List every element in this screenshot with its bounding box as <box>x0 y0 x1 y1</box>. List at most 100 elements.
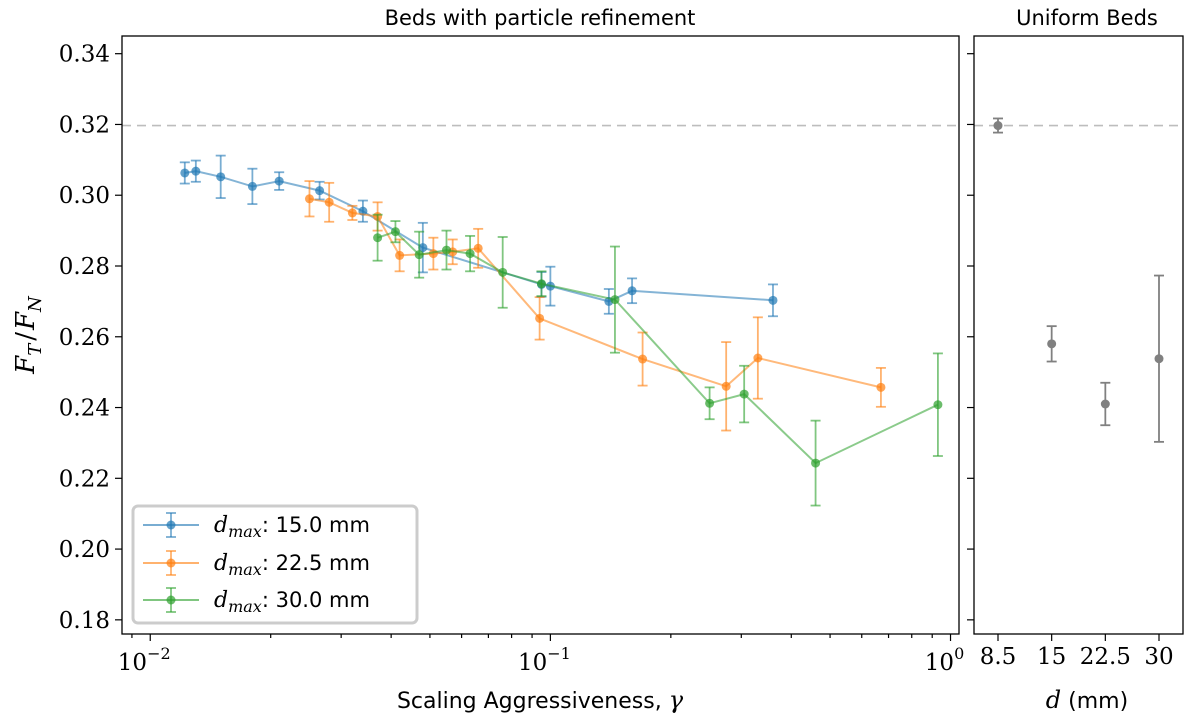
y-tick-label: 0.18 <box>59 608 110 634</box>
y-axis-label-slash: / <box>11 332 41 341</box>
series-d225 <box>304 180 886 432</box>
x-tick-base: 10 <box>518 650 547 676</box>
data-point <box>811 458 821 468</box>
data-point <box>247 181 257 191</box>
uniform-x-axis: 8.5 15 22.5 30 <box>980 634 1174 670</box>
x-tick-label: 10−1 <box>518 644 571 676</box>
series-line-d30 <box>377 230 939 465</box>
uniform-x-axis-symbol: d <box>1046 686 1061 714</box>
data-point <box>498 267 508 277</box>
data-point <box>876 382 886 392</box>
uniform-x-axis-text: (mm) <box>1061 689 1128 714</box>
uniform-plot-frame <box>973 35 1184 635</box>
legend-subscript: max <box>228 522 262 541</box>
data-point <box>373 233 383 243</box>
legend-entry-text: : 22.5 mm <box>262 551 370 575</box>
uniform-data-point <box>993 121 1003 131</box>
legend-entry-text: : 15.0 mm <box>262 513 370 537</box>
refinement-panel: Beds with particle refinement 0.180.200.… <box>11 6 964 714</box>
legend-entry-label: dmax: 30.0 mm <box>214 588 370 616</box>
legend-entry-label: dmax: 15.0 mm <box>214 513 370 541</box>
uniform-data-point <box>1100 399 1110 409</box>
data-point <box>721 381 731 391</box>
data-point <box>753 353 763 363</box>
data-point <box>216 172 226 182</box>
data-point <box>324 197 334 207</box>
data-point <box>441 245 451 255</box>
legend-symbol: d <box>214 551 228 576</box>
x-axis-label: Scaling Aggressiveness, γ <box>397 686 684 714</box>
y-axis-label-s2: N <box>25 295 46 313</box>
legend-entry-text: : 30.0 mm <box>262 588 370 612</box>
uniform-x-tick-label: 22.5 <box>1080 644 1131 670</box>
legend-entry-label: dmax: 22.5 mm <box>214 551 370 579</box>
data-point <box>610 295 620 305</box>
legend-symbol: d <box>214 513 228 538</box>
uniform-x-tick-label: 30 <box>1144 644 1173 670</box>
data-point <box>465 249 475 259</box>
data-point <box>536 279 546 289</box>
uniform-y-axis <box>967 53 974 621</box>
legend-box <box>131 504 419 625</box>
legend-key-marker <box>166 558 176 568</box>
data-point <box>347 208 357 218</box>
legend-key-marker <box>166 520 176 530</box>
legend-symbol: d <box>214 588 228 613</box>
y-tick-label: 0.32 <box>59 112 110 138</box>
uniform-x-axis-label: d (mm) <box>1046 686 1128 714</box>
uniform-panel: Uniform Beds 8.5 15 22.5 30 d (mm) <box>967 6 1184 714</box>
y-tick-label: 0.22 <box>59 466 110 492</box>
y-tick-label: 0.20 <box>59 537 110 563</box>
y-axis-label-f2: F <box>11 311 41 331</box>
x-axis-label-text: Scaling Aggressiveness, <box>397 689 669 714</box>
legend: dmax: 15.0 mm dmax: 22.5 mm dmax: 30.0 m… <box>131 504 419 625</box>
x-tick-label: 10−2 <box>118 644 171 676</box>
data-point <box>191 166 201 176</box>
data-point <box>390 227 400 237</box>
x-tick-label: 100 <box>925 644 964 676</box>
data-point <box>705 398 715 408</box>
x-tick-exponent: −1 <box>547 644 571 663</box>
x-tick-base: 10 <box>118 650 147 676</box>
uniform-points <box>993 117 1164 443</box>
data-point <box>395 250 405 260</box>
uniform-data-point <box>1154 354 1164 364</box>
y-axis-label-f1: F <box>11 355 41 375</box>
data-point <box>304 194 314 204</box>
data-point <box>933 400 943 410</box>
data-point <box>414 250 424 260</box>
legend-key-marker <box>166 595 176 605</box>
x-tick-exponent: −2 <box>147 644 171 663</box>
series-d15 <box>179 154 778 318</box>
x-axis-label-symbol: γ <box>669 686 684 714</box>
refinement-plot-frame <box>121 35 960 635</box>
x-tick-exponent: 0 <box>954 644 964 663</box>
y-tick-label: 0.28 <box>59 254 110 280</box>
y-tick-label: 0.30 <box>59 183 110 209</box>
y-axis: 0.18 0.20 0.22 0.24 0.26 0.28 0.30 0.32 0.34 <box>59 42 122 634</box>
data-point <box>739 389 749 399</box>
uniform-panel-title: Uniform Beds <box>1016 6 1158 30</box>
uniform-x-tick-label: 8.5 <box>980 644 1017 670</box>
refinement-panel-title: Beds with particle refinement <box>385 6 696 30</box>
y-axis-label-s1: T <box>25 342 46 356</box>
y-tick-label: 0.26 <box>59 325 110 351</box>
y-tick-label: 0.34 <box>59 42 110 68</box>
data-point <box>315 186 325 196</box>
x-axis: 10−2 10−1 100 <box>118 634 964 676</box>
data-point <box>274 176 284 186</box>
data-point <box>768 295 778 305</box>
legend-subscript: max <box>228 560 262 579</box>
data-point <box>418 243 428 253</box>
uniform-x-tick-label: 15 <box>1037 644 1066 670</box>
data-point <box>473 243 483 253</box>
data-point <box>180 168 190 178</box>
legend-keys <box>143 512 199 613</box>
y-axis-label: FT/FN <box>11 295 46 375</box>
data-point <box>535 313 545 323</box>
y-tick-label: 0.24 <box>59 396 110 422</box>
data-point <box>627 286 637 296</box>
series-d30 <box>372 213 943 507</box>
series-layer <box>179 154 943 507</box>
